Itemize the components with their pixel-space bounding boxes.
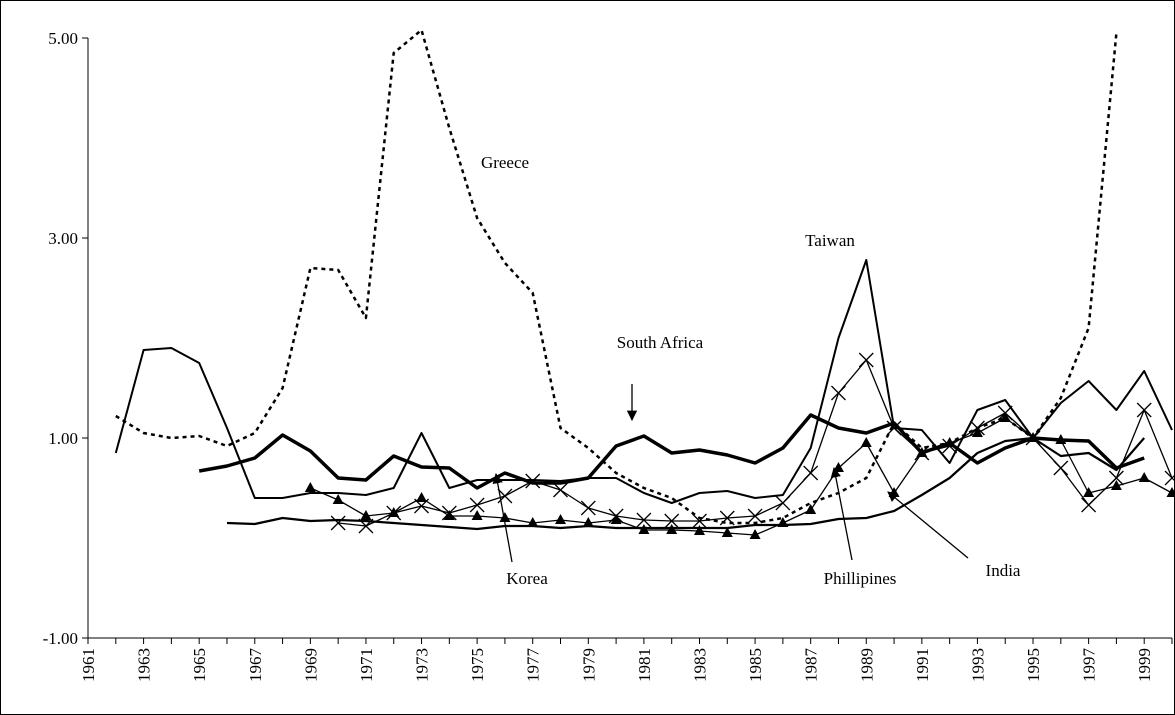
x-marker [858,352,874,368]
x-tick-label: 1979 [579,648,598,682]
x-marker [1081,497,1097,513]
x-marker [330,515,346,531]
triangle-marker [944,437,956,447]
triangle-marker [304,482,316,492]
triangle-marker [916,447,928,457]
x-marker [1136,402,1152,418]
x-tick-label: 1995 [1024,648,1043,682]
y-tick-label: 3.00 [48,229,78,248]
triangle-marker [805,504,817,514]
x-marker [525,473,541,489]
series-label: Korea [506,569,548,588]
series-line [114,259,1173,504]
arrow [830,466,853,561]
x-tick-label: 1969 [301,648,320,682]
x-tick-label: 1985 [746,648,765,682]
triangle-marker [749,529,761,539]
series-line [198,413,1145,490]
triangle-marker [499,512,511,522]
triangle-marker [416,492,428,502]
series-label: South Africa [617,333,704,352]
x-tick-label: 1997 [1080,648,1099,683]
triangle-marker [582,517,594,527]
x-tick-label: 1987 [802,648,821,683]
triangle-marker [1166,487,1175,497]
x-marker [1108,470,1124,486]
y-tick-label: 5.00 [48,29,78,48]
x-tick-label: 1993 [968,648,987,682]
x-tick-label: 1973 [413,648,432,682]
triangle-marker [1083,487,1095,497]
triangle-marker [971,427,983,437]
triangle-marker [388,507,400,517]
triangle-marker [1110,480,1122,490]
x-marker [886,420,902,436]
triangle-marker [832,462,844,472]
x-tick-label: 1963 [135,648,154,682]
x-marker [803,465,819,481]
annotation-arrows [492,384,969,563]
triangle-marker [721,527,733,537]
x-tick-label: 1983 [690,648,709,682]
x-marker [692,513,707,529]
x-marker [636,512,652,528]
triangle-marker [860,437,872,447]
series-label: India [986,561,1021,580]
x-tick-label: 1975 [468,648,487,682]
x-marker [1053,460,1069,476]
triangle-marker [527,517,539,527]
x-marker [469,497,485,513]
x-marker [664,513,680,529]
x-tick-label: 1991 [913,648,932,682]
x-marker [719,510,735,526]
series-line [226,436,1146,531]
x-marker [580,500,596,516]
triangle-marker [610,514,622,524]
x-marker [775,495,791,511]
x-marker [497,488,513,504]
series-label: Phillipines [824,569,897,588]
x-tick-label: 1961 [79,648,98,682]
x-tick-label: 1989 [857,648,876,682]
triangle-marker [1055,434,1067,444]
triangle-marker [555,514,567,524]
x-tick-label: 1971 [357,648,376,682]
y-tick-label: 1.00 [48,429,78,448]
triangle-marker [693,525,705,535]
series-label: Taiwan [805,231,855,250]
x-marker [553,482,568,498]
triangle-marker [471,510,483,520]
y-tick-label: -1.00 [43,629,78,648]
x-marker [747,508,763,524]
x-tick-label: 1967 [246,648,265,683]
x-tick-label: 1965 [190,648,209,682]
triangle-marker [360,510,372,520]
triangle-marker [1138,472,1150,482]
arrow [887,491,969,559]
x-tick-label: 1981 [635,648,654,682]
triangle-marker [999,412,1011,422]
x-marker [831,385,846,401]
x-marker [1164,470,1175,486]
triangle-marker [332,494,344,504]
triangle-marker [888,487,900,497]
series-label: Greece [481,153,529,172]
x-tick-label: 1977 [524,648,543,683]
triangle-marker [443,510,455,520]
x-tick-label: 1999 [1135,648,1154,682]
series-line [310,417,1173,536]
